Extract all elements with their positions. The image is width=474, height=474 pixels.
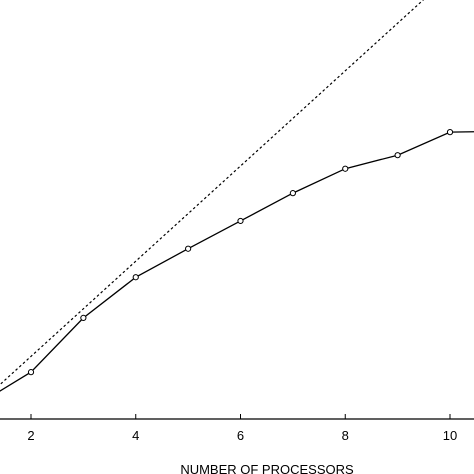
data-point	[132, 274, 139, 281]
plot-area	[0, 0, 474, 392]
x-axis-title: NUMBER OF PROCESSORS	[180, 462, 354, 474]
x-tick-label: 10	[443, 428, 457, 443]
data-point	[289, 190, 296, 197]
dotted-series-line	[0, 0, 425, 386]
data-point	[394, 152, 401, 159]
solid-series-line	[0, 131, 474, 392]
x-axis: 2 4 6 8 10	[0, 414, 474, 443]
data-point	[446, 129, 454, 136]
data-point	[342, 165, 349, 172]
x-tick-label: 2	[27, 428, 34, 443]
data-point	[185, 245, 192, 252]
data-point	[80, 314, 87, 321]
x-tick-label: 8	[342, 428, 349, 443]
x-tick-label: 4	[132, 428, 139, 443]
data-point	[237, 217, 244, 225]
data-point	[27, 369, 35, 376]
x-tick-label: 6	[237, 428, 244, 443]
